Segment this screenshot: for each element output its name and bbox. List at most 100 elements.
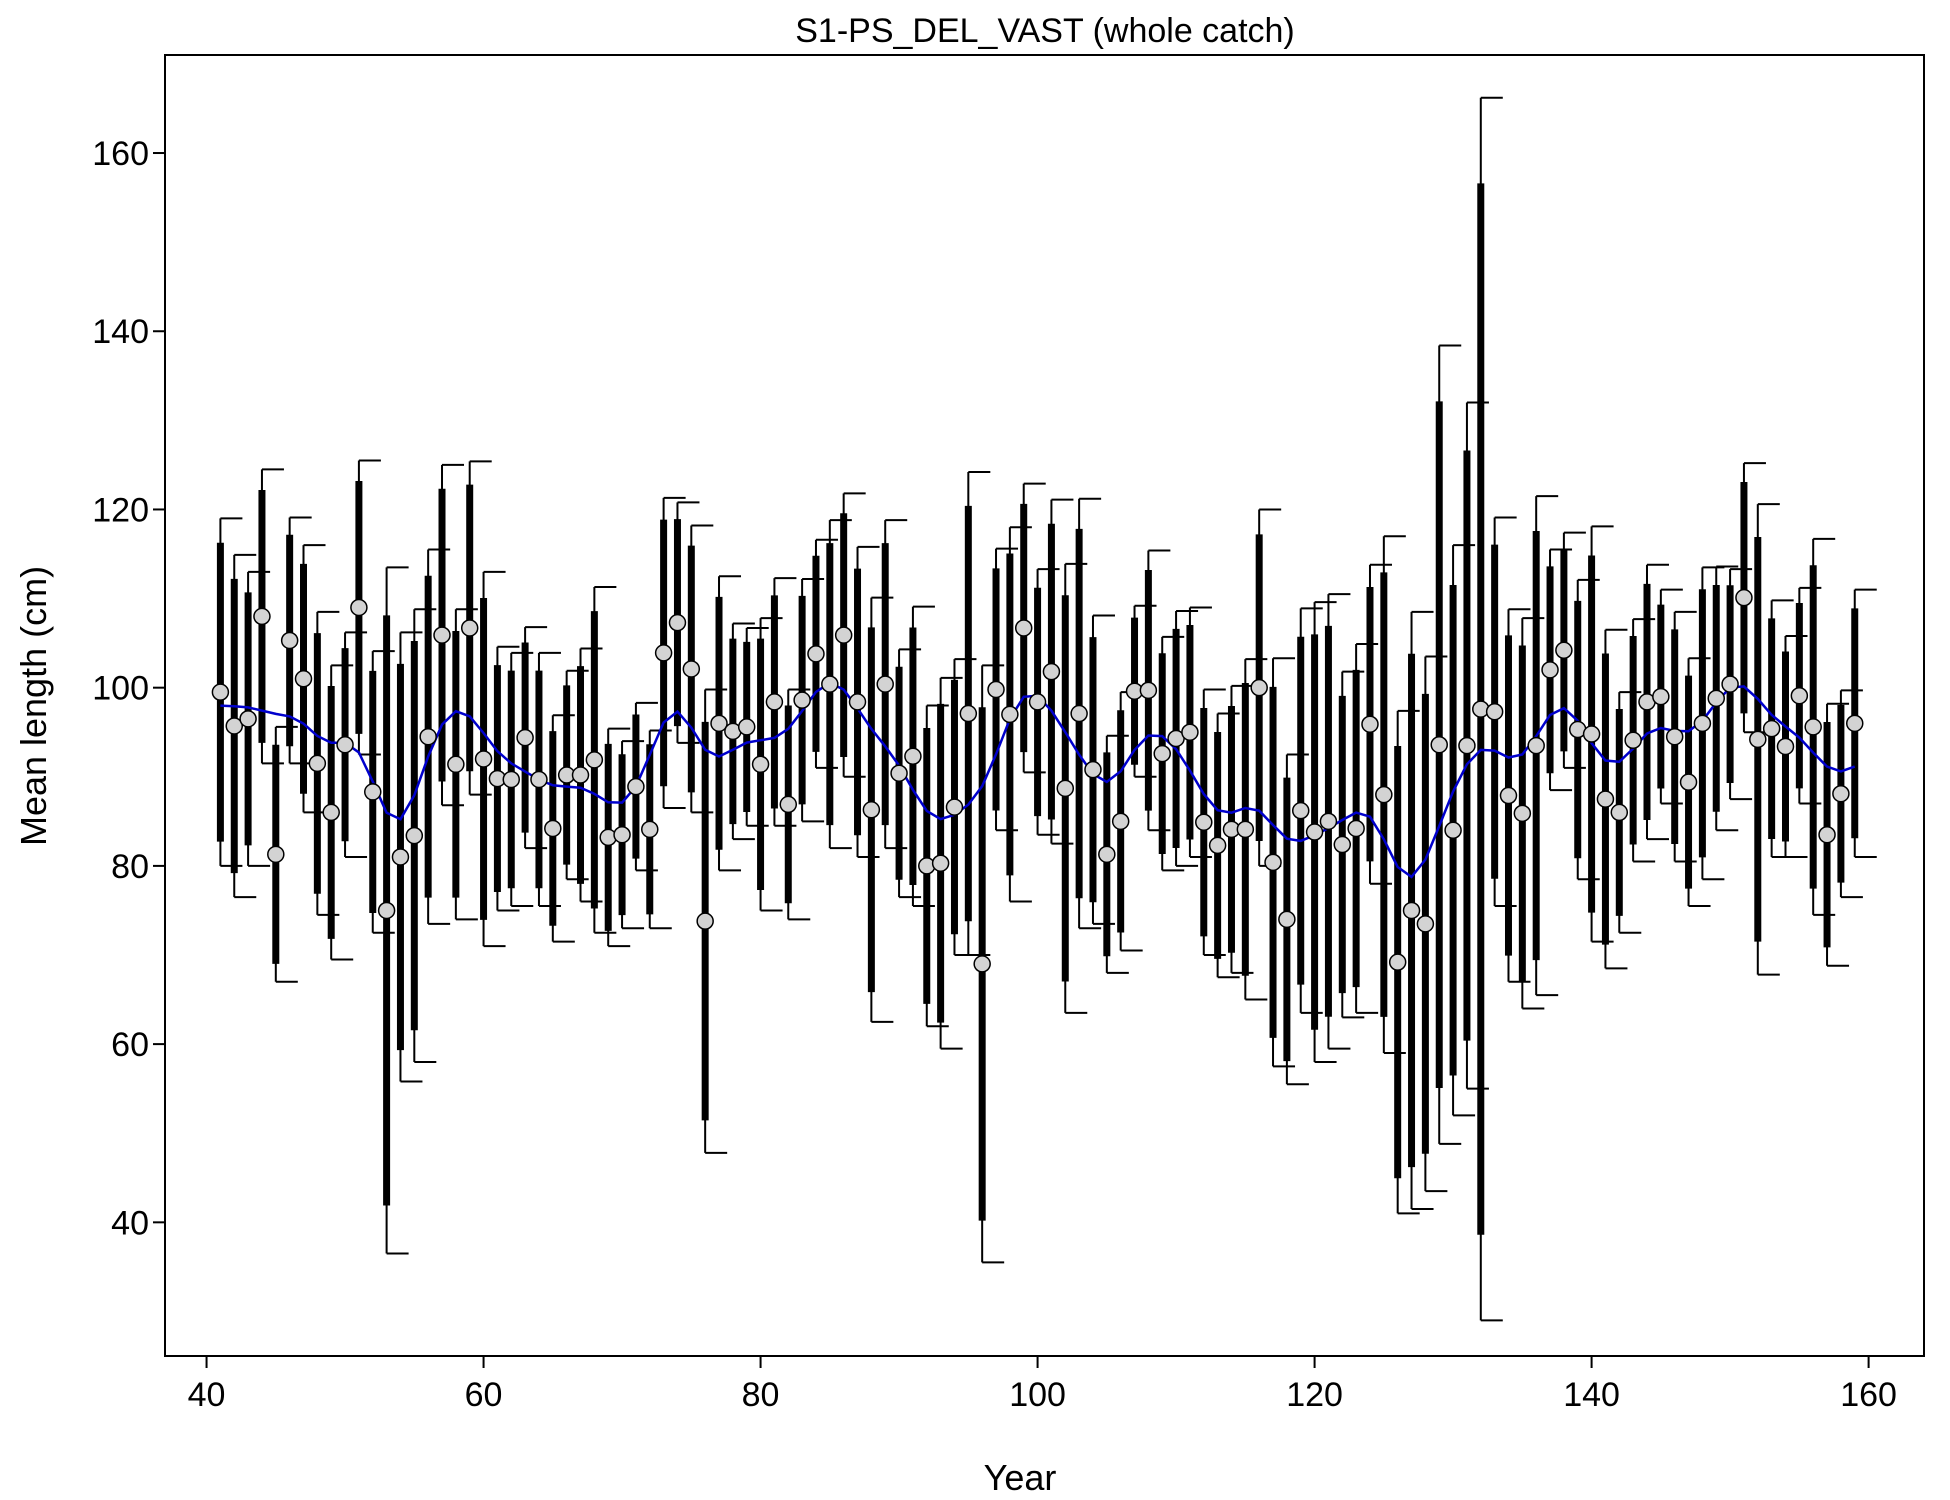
- x-tick-label: 80: [742, 1376, 780, 1414]
- mean-point: [876, 675, 894, 693]
- mean-point: [322, 803, 340, 822]
- mean-point: [433, 626, 451, 644]
- mean-point: [1444, 821, 1462, 840]
- mean-point: [447, 755, 465, 774]
- y-tick-label: 120: [92, 491, 149, 529]
- mean-point: [336, 735, 354, 754]
- mean-point: [350, 598, 368, 617]
- mean-point: [1485, 702, 1504, 721]
- mean-point: [516, 728, 534, 747]
- x-tick-label: 140: [1563, 1376, 1620, 1414]
- mean-point: [1236, 820, 1255, 839]
- mean-point: [1832, 784, 1850, 803]
- mean-point: [280, 631, 299, 650]
- mean-point: [267, 845, 285, 864]
- mean-point: [682, 660, 701, 678]
- x-tick-label: 40: [188, 1376, 226, 1414]
- mean-point: [1416, 915, 1435, 933]
- mean-point: [1693, 714, 1712, 733]
- mean-point: [1665, 727, 1684, 746]
- mean-point: [1291, 801, 1310, 820]
- mean-point: [1388, 953, 1407, 971]
- mean-point: [641, 820, 659, 839]
- mean-point: [987, 680, 1005, 699]
- mean-point: [973, 955, 991, 973]
- mean-point: [1679, 773, 1698, 791]
- mean-point: [1499, 786, 1518, 805]
- mean-point: [1555, 641, 1573, 660]
- mean-point: [1181, 723, 1199, 741]
- mean-point: [1208, 836, 1227, 855]
- mean-point: [1527, 736, 1545, 755]
- x-tick-label: 100: [1009, 1376, 1066, 1414]
- mean-point: [1652, 687, 1670, 706]
- mean-point: [1541, 661, 1559, 679]
- mean-points: [211, 588, 1864, 973]
- mean-point: [1430, 735, 1448, 754]
- y-tick-label: 80: [111, 848, 149, 886]
- mean-point: [710, 714, 728, 733]
- mean-point: [654, 644, 673, 662]
- mean-point: [1845, 714, 1864, 733]
- x-axis-label: Year: [984, 1457, 1057, 1498]
- mean-point: [1139, 681, 1158, 700]
- mean-point: [1098, 845, 1116, 864]
- mean-point: [364, 783, 382, 801]
- mean-point: [807, 645, 825, 663]
- mean-point: [1610, 803, 1629, 822]
- mean-point: [945, 798, 964, 816]
- x-tick-label: 60: [465, 1376, 503, 1414]
- mean-point: [1042, 662, 1061, 681]
- mean-point: [1762, 719, 1781, 738]
- mean-point: [751, 755, 770, 774]
- mean-point: [1347, 819, 1365, 838]
- mean-point: [405, 826, 424, 845]
- mean-point: [1264, 853, 1282, 872]
- mean-point: [1305, 823, 1324, 841]
- mean-point: [1014, 619, 1033, 637]
- mean-point: [239, 710, 257, 728]
- mean-point: [1319, 812, 1338, 831]
- x-axis: 40 60 80 100 120 140 160: [188, 1356, 1897, 1414]
- mean-point: [1028, 693, 1047, 711]
- mean-point: [1790, 686, 1809, 705]
- mean-point: [834, 626, 853, 644]
- mean-point: [585, 751, 604, 769]
- mean-point: [391, 848, 410, 866]
- mean-point: [1735, 588, 1753, 607]
- mean-point: [419, 727, 437, 746]
- mean-point: [1402, 901, 1421, 920]
- mean-point: [1707, 689, 1725, 708]
- mean-point: [1776, 737, 1795, 756]
- mean-point: [931, 854, 950, 872]
- mean-point: [1624, 731, 1642, 750]
- y-tick-label: 40: [111, 1204, 149, 1242]
- mean-point: [1278, 910, 1296, 929]
- mean-point: [225, 717, 244, 735]
- chart-title: S1-PS_DEL_VAST (whole catch): [795, 12, 1295, 50]
- mean-point: [253, 607, 271, 626]
- mean-point: [1375, 785, 1393, 804]
- mean-point: [1582, 725, 1601, 743]
- mean-point: [848, 693, 867, 711]
- mean-point: [737, 718, 756, 736]
- mean-point: [890, 764, 908, 782]
- mean-point: [1513, 804, 1532, 823]
- mean-point: [1361, 715, 1379, 733]
- mean-point: [959, 704, 978, 723]
- mean-point: [1111, 812, 1130, 831]
- y-axis: 40 60 80 100 120 140 160: [92, 135, 165, 1242]
- plot-frame: [164, 54, 1925, 1357]
- mean-point: [1804, 718, 1822, 736]
- y-tick-label: 100: [92, 670, 149, 708]
- mean-point: [1721, 675, 1739, 693]
- mean-point: [1195, 813, 1213, 831]
- x-tick-label: 120: [1286, 1376, 1343, 1414]
- mean-point: [294, 670, 313, 688]
- y-tick-label: 60: [111, 1026, 149, 1064]
- mean-point: [821, 675, 839, 693]
- mean-point: [793, 691, 811, 709]
- mean-point: [460, 619, 479, 637]
- mean-point: [1749, 730, 1767, 749]
